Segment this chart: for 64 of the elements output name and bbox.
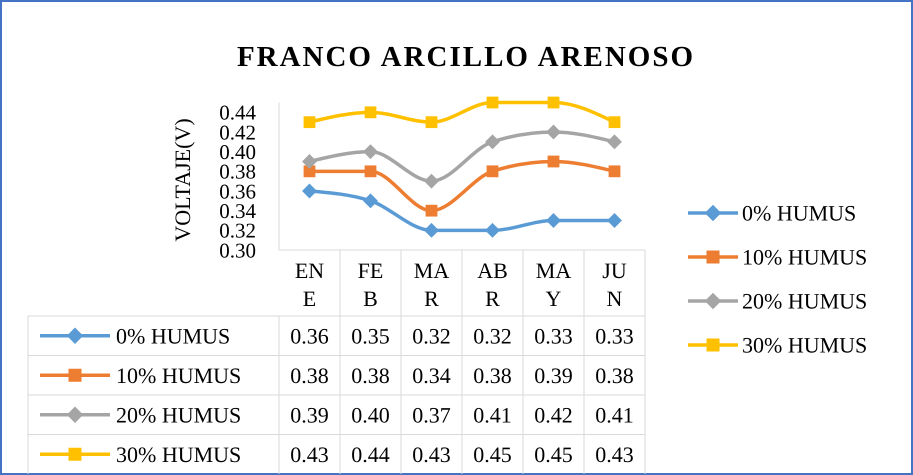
text: 30% HUMUS	[116, 442, 242, 467]
data-label: 0.35	[351, 323, 390, 348]
x-tick-label: MAY	[536, 258, 572, 311]
point	[546, 124, 561, 140]
point	[302, 154, 317, 169]
text: 0% HUMUS	[742, 200, 856, 226]
x-tick-label: ENE	[294, 258, 324, 311]
point	[548, 96, 560, 108]
y-axis-title: VOLTAJE(V)	[170, 118, 195, 242]
data-label: 0.32	[473, 323, 512, 348]
x-tick-label: JUN	[602, 258, 627, 311]
data-label: 0.45	[534, 442, 573, 467]
data-label: 0.38	[595, 362, 634, 388]
data-label: 0.41	[595, 402, 634, 428]
chart-title: FRANCO ARCILLO ARENOSO	[236, 41, 696, 73]
data-label: 0.43	[412, 442, 451, 467]
data-label: 0.43	[595, 442, 634, 467]
point	[426, 116, 438, 128]
data-label: 0.38	[351, 362, 390, 388]
data-label: 0.33	[534, 323, 573, 348]
point	[607, 134, 622, 150]
x-tick-label: MAR	[414, 258, 450, 311]
point	[424, 174, 439, 188]
point	[486, 165, 498, 178]
legend-label: 20% HUMUS	[742, 288, 868, 314]
point	[304, 116, 316, 128]
point	[363, 144, 378, 159]
point	[546, 213, 561, 228]
point	[364, 165, 376, 178]
point	[426, 204, 438, 217]
point	[486, 96, 498, 108]
data-label: 0.39	[534, 362, 573, 388]
legend-label: 30% HUMUS	[742, 332, 868, 358]
data-label: 0.37	[412, 402, 451, 428]
data-label: 0.36	[290, 323, 329, 348]
data-label: 0.45	[473, 442, 512, 467]
point	[608, 165, 620, 178]
data-label: 0.40	[351, 402, 390, 428]
point	[304, 165, 316, 178]
point	[485, 134, 500, 150]
point	[485, 223, 500, 238]
x-tick-label: ABR	[477, 258, 508, 311]
legend-label: 10% HUMUS	[742, 244, 868, 270]
legend-label: 0% HUMUS	[116, 323, 230, 348]
point	[548, 156, 560, 168]
data-label: 0.34	[412, 362, 451, 388]
data-label: 0.41	[473, 402, 512, 428]
point	[607, 213, 622, 228]
data-label: 0.32	[412, 323, 451, 348]
data-label: 0.38	[473, 362, 512, 388]
x-tick-label: FEB	[358, 258, 384, 311]
data-label: 0.43	[290, 442, 329, 467]
point	[608, 116, 620, 128]
point	[424, 223, 439, 238]
data-label: 0.39	[290, 402, 329, 428]
text: 20% HUMUS	[116, 402, 242, 428]
data-label: 0.38	[290, 362, 329, 388]
point	[302, 184, 317, 198]
data-label: 0.44	[351, 442, 390, 467]
point	[364, 106, 376, 118]
data-label: 0.33	[595, 323, 634, 348]
point	[363, 194, 378, 208]
data-label: 0.42	[534, 402, 573, 428]
text: 10% HUMUS	[116, 362, 242, 388]
